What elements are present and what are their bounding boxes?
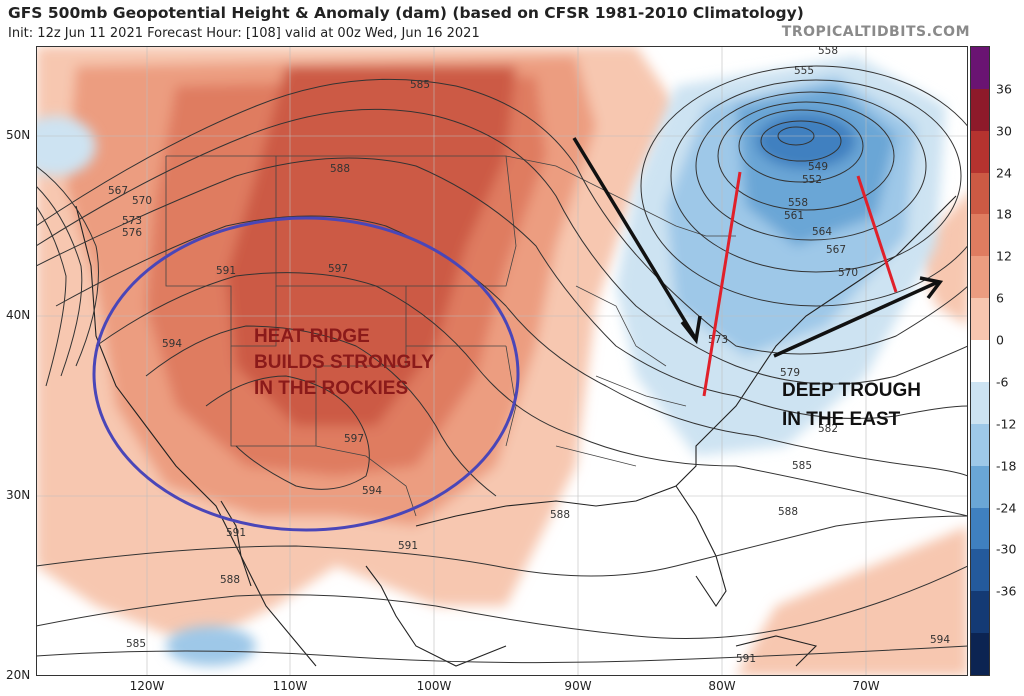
- colorbar-tick-label: -6: [996, 374, 1009, 390]
- colorbar-tick-label: 36: [996, 81, 1012, 97]
- contour-label: 591: [226, 527, 246, 539]
- height-contours: [36, 65, 968, 664]
- heat-ridge-line-3: IN THE ROCKIES: [254, 378, 408, 399]
- map-frame: [36, 46, 968, 676]
- contour-label: 588: [550, 509, 570, 521]
- heat-ridge-line-1: HEAT RIDGE: [254, 326, 370, 347]
- contour-label: 558: [788, 197, 808, 209]
- colorbar-segment: [971, 381, 989, 425]
- lon-label: 100W: [416, 679, 452, 693]
- contour-label: 558: [818, 46, 838, 57]
- contour-label: 582: [818, 423, 838, 435]
- flow-arrows: [572, 137, 944, 358]
- lon-label: 80W: [708, 679, 736, 693]
- lat-label: 40N: [6, 308, 31, 322]
- contour-label: 567: [826, 244, 846, 256]
- trough-axis-lines: [702, 171, 898, 397]
- colorbar-segment: [971, 214, 989, 257]
- contour-label: 570: [838, 267, 858, 279]
- contour-label: 555: [794, 65, 814, 77]
- contour-label: 585: [410, 79, 430, 91]
- heat-ridge-line-2: BUILDS STRONGLY: [254, 352, 434, 373]
- colorbar-segment: [971, 172, 989, 215]
- contour-label: 594: [362, 485, 382, 497]
- colorbar-segment: [971, 130, 989, 174]
- map-title: GFS 500mb Geopotential Height & Anomaly …: [8, 4, 804, 22]
- colorbar-tick-label: 12: [996, 248, 1012, 264]
- lat-label: 20N: [6, 668, 31, 682]
- contour-label: 552: [802, 174, 822, 186]
- colorbar-tick-label: 6: [996, 290, 1004, 306]
- contour-label: 588: [220, 574, 240, 586]
- colorbar-segment: [971, 591, 989, 634]
- contour-label: 585: [126, 638, 146, 650]
- colorbar-tick-label: -18: [996, 458, 1017, 474]
- weather-map: 585 588 591 597 594 597 594 591 588 585 …: [36, 46, 968, 676]
- contour-label: 585: [792, 460, 812, 472]
- colorbar-tick-label: -30: [996, 541, 1017, 557]
- colorbar-tick-label: 24: [996, 165, 1012, 181]
- contour-label: 570: [132, 195, 152, 207]
- map-subtitle: Init: 12z Jun 11 2021 Forecast Hour: [10…: [8, 26, 480, 41]
- contour-label: 594: [930, 634, 950, 646]
- contour-label: 591: [216, 265, 236, 277]
- contour-labels: 585 588 591 597 594 597 594 591 588 585 …: [108, 46, 950, 665]
- colorbar-segment: [971, 549, 989, 592]
- contour-label: 591: [736, 653, 756, 665]
- colorbar-tick-label: 18: [996, 206, 1012, 222]
- coastlines: [75, 195, 957, 667]
- colorbar-segment: [971, 465, 989, 509]
- contour-label: 573: [122, 215, 142, 227]
- lon-label: 120W: [129, 679, 165, 693]
- colorbar-tick-label: 0: [996, 332, 1004, 348]
- anomaly-colorbar: [970, 46, 990, 676]
- contour-label: 576: [122, 227, 142, 239]
- northwest-flow-arrow: [572, 137, 696, 337]
- colorbar-segment: [971, 507, 989, 550]
- trough-line-2: IN THE EAST: [782, 409, 901, 430]
- colorbar-tick-label: 30: [996, 123, 1012, 139]
- negative-anomaly-shading: [36, 56, 946, 666]
- colorbar-segment: [971, 423, 989, 467]
- colorbar-tick-label: -36: [996, 583, 1017, 599]
- contour-label: 594: [162, 338, 182, 350]
- colorbar-segment: [971, 88, 989, 132]
- colorbar-segment: [971, 340, 989, 383]
- colorbar-segment: [971, 256, 989, 299]
- colorbar-segment: [971, 633, 989, 676]
- colorbar-tick-label: -24: [996, 500, 1017, 516]
- heat-ridge-circle: [92, 216, 520, 532]
- contour-label: 567: [108, 185, 128, 197]
- contour-label: 561: [784, 210, 804, 222]
- eastward-flow-arrow: [773, 280, 939, 358]
- lat-label: 50N: [6, 128, 31, 142]
- brand-watermark: TROPICALTIDBITS.COM: [781, 24, 970, 40]
- arrowhead-icon: [680, 315, 702, 345]
- arrowhead-icon: [919, 276, 944, 300]
- lon-label: 110W: [272, 679, 308, 693]
- colorbar-segment: [971, 47, 989, 90]
- heat-ridge-label: HEAT RIDGE BUILDS STRONGLY IN THE ROCKIE…: [254, 326, 434, 399]
- contour-label: 597: [328, 263, 348, 275]
- contour-label: 588: [778, 506, 798, 518]
- trough-label: DEEP TROUGH IN THE EAST: [782, 380, 921, 430]
- colorbar-tick-label: -12: [996, 416, 1017, 432]
- lon-label: 70W: [852, 679, 880, 693]
- contour-label: 579: [780, 367, 800, 379]
- contour-label: 549: [808, 161, 828, 173]
- contour-label: 564: [812, 226, 832, 238]
- trough-line-1: DEEP TROUGH: [782, 380, 921, 401]
- lat-label: 30N: [6, 488, 31, 502]
- contour-label: 597: [344, 433, 364, 445]
- colorbar-segment: [971, 298, 989, 341]
- lon-label: 90W: [564, 679, 592, 693]
- contour-label: 588: [330, 163, 350, 175]
- contour-label: 591: [398, 540, 418, 552]
